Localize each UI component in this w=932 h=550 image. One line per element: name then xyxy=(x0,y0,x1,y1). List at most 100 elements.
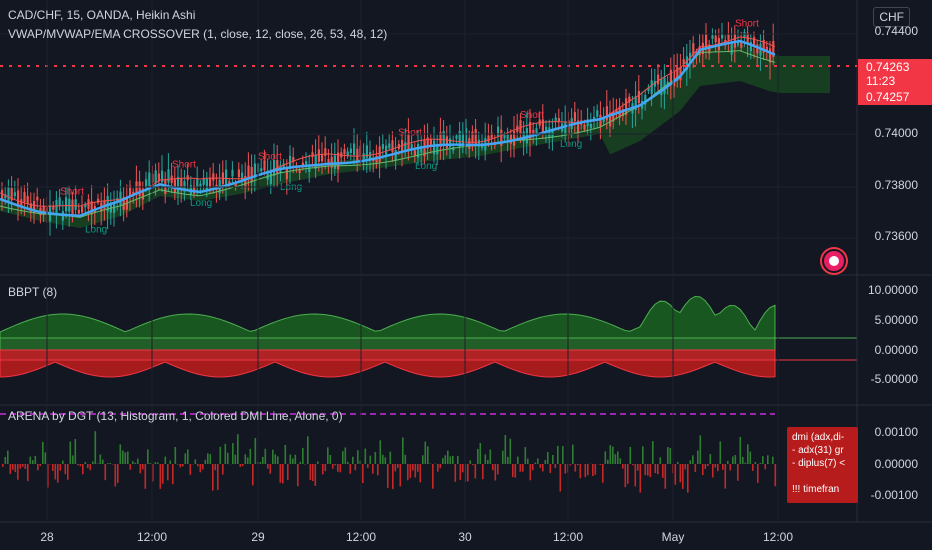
price-pane: Short Long Short Long Short Long Short Long Shor… xyxy=(0,19,830,236)
arena-bar xyxy=(622,464,624,469)
candle-body xyxy=(465,128,468,142)
candle-body xyxy=(429,139,432,145)
arena-bar xyxy=(627,464,629,484)
candle-body xyxy=(650,80,653,95)
candle-body xyxy=(119,191,122,206)
arena-bar xyxy=(694,464,697,472)
arena-bar xyxy=(544,459,547,464)
arena-bar xyxy=(604,451,607,464)
candle-body xyxy=(145,179,148,188)
symbol-title[interactable]: CAD/CHF, 15, OANDA, Heikin Ashi xyxy=(8,8,196,22)
candle-body xyxy=(657,74,660,85)
candle-body xyxy=(369,152,372,161)
info-line: - adx(31) gr xyxy=(792,445,844,456)
candle-body xyxy=(529,121,532,139)
arena-bar xyxy=(72,455,74,464)
bbpt-title[interactable]: BBPT (8) xyxy=(8,285,58,299)
arena-bar xyxy=(707,464,709,467)
arena-bar xyxy=(482,464,484,480)
arena-bar xyxy=(412,464,414,471)
time-tick: 12:00 xyxy=(552,530,584,544)
arena-bar xyxy=(507,456,509,464)
arena-bar xyxy=(332,464,334,469)
arena-tick: -0.00100 xyxy=(870,488,918,502)
arena-bar xyxy=(292,458,294,464)
candle-body xyxy=(644,94,647,105)
candle-body xyxy=(74,199,77,210)
arena-bar xyxy=(149,463,152,464)
arena-bar xyxy=(327,447,329,464)
arena-bar xyxy=(764,464,767,470)
arena-bar xyxy=(32,460,34,464)
candle-countdown: 11:23 xyxy=(866,74,896,88)
arena-bar xyxy=(414,464,417,478)
candle-body xyxy=(660,79,663,96)
arena-bar xyxy=(392,464,394,490)
candle-body xyxy=(26,195,29,204)
candle-body xyxy=(532,129,535,134)
arena-bar xyxy=(644,464,647,476)
arena-bar xyxy=(684,464,687,470)
arena-title[interactable]: ARENA by DGT (13, Histogram, 1, Colored … xyxy=(8,409,343,423)
candle-body xyxy=(148,172,151,186)
arena-bar xyxy=(702,464,704,476)
candle-body xyxy=(20,199,23,207)
arena-bar xyxy=(317,461,319,464)
arena-bar xyxy=(439,464,442,469)
candle-body xyxy=(157,173,160,182)
candle-body xyxy=(612,111,615,122)
info-line: dmi (adx,di- xyxy=(792,432,845,443)
arena-bar xyxy=(699,435,702,464)
arena-bar xyxy=(134,462,137,464)
arena-bar xyxy=(262,456,264,464)
indicator-title[interactable]: VWAP/MVWAP/EMA CROSSOVER (1, close, 12, … xyxy=(8,27,388,41)
arena-bar xyxy=(169,460,172,464)
candle-body xyxy=(388,143,391,149)
candle-body xyxy=(311,152,314,158)
arena-bar xyxy=(172,464,174,485)
arena-bar xyxy=(102,459,104,464)
bbpt-tick: 10.00000 xyxy=(867,283,918,297)
candle-body xyxy=(589,123,592,129)
canada-flag-icon[interactable] xyxy=(822,249,846,273)
arena-bar xyxy=(697,450,699,464)
arena-bar xyxy=(99,454,102,464)
arena-bar xyxy=(252,464,254,486)
candle-body xyxy=(77,209,80,214)
candle-body xyxy=(244,175,247,189)
arena-bar xyxy=(339,464,342,473)
candle-body xyxy=(708,44,711,54)
arena-bar xyxy=(7,450,9,464)
arena-bar xyxy=(382,454,384,464)
arena-bar xyxy=(517,456,519,464)
arena-bar xyxy=(269,464,272,474)
arena-bar xyxy=(324,464,327,472)
candle-body xyxy=(97,198,100,203)
arena-bar xyxy=(657,464,659,475)
currency-badge[interactable]: CHF xyxy=(873,7,910,27)
candle-body xyxy=(573,112,576,122)
arena-bar xyxy=(584,464,587,478)
arena-bar xyxy=(767,455,769,464)
info-line: !!! timefran xyxy=(792,484,840,495)
arena-bar xyxy=(722,464,724,470)
candle-body xyxy=(602,117,605,122)
arena-bar xyxy=(692,455,694,464)
arena-bar xyxy=(369,455,372,464)
arena-bar xyxy=(432,464,434,489)
candle-body xyxy=(730,41,733,55)
arena-bar xyxy=(47,464,49,488)
candle-body xyxy=(541,119,544,133)
candle-body xyxy=(273,160,276,176)
candle-body xyxy=(628,96,631,103)
candle-body xyxy=(442,131,445,145)
arena-bar xyxy=(677,461,679,464)
candle-body xyxy=(509,134,512,144)
candle-body xyxy=(653,80,656,87)
candle-body xyxy=(477,139,480,147)
candle-body xyxy=(637,90,640,104)
arena-bar xyxy=(682,464,684,489)
candle-body xyxy=(519,120,522,134)
candle-body xyxy=(305,161,308,165)
